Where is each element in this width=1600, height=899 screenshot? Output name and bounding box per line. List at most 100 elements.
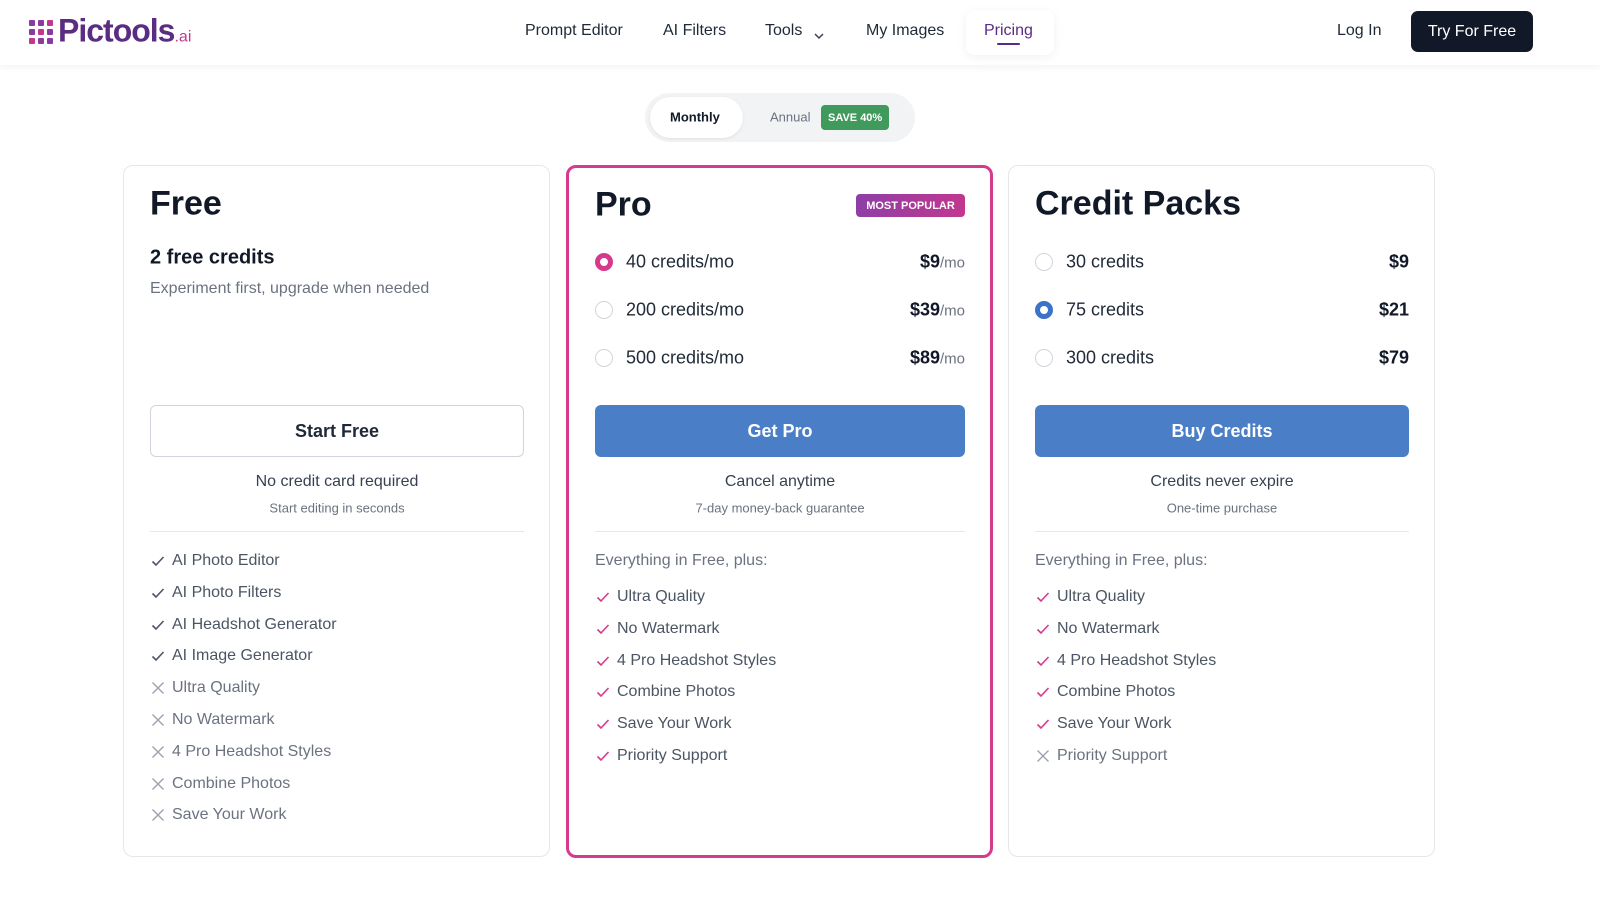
nav-link[interactable]: Pricing [984,22,1033,39]
feature: Combine Photos [1057,683,1176,701]
dropdown-chevron [814,27,824,45]
nav-link[interactable]: Tools [765,22,803,39]
plan-title: Credit Packs [1035,184,1241,223]
check-icon [1036,590,1050,604]
divider [1035,531,1409,532]
option-label: 40 credits/mo [626,251,735,272]
nav-underline [997,43,1020,45]
features-heading: Everything in Free, plus: [595,552,768,569]
option-label: 300 credits [1066,347,1155,368]
feature: No Watermark [1057,619,1160,637]
features-heading: Everything in Free, plus: [1035,552,1208,569]
price: $9 [1388,251,1409,272]
logo[interactable]: Pictools.ai [58,13,191,50]
option-price: $39/mo [910,300,965,321]
check-icon [1036,622,1050,636]
option-label: 200 credits/mo [626,299,745,320]
price-unit: /mo [939,254,965,272]
divider [150,531,524,532]
cta-button[interactable]: Try For Free [1411,11,1533,52]
feature: No Watermark [172,711,275,728]
option-price: $89/mo [910,348,965,369]
plan-subnote: Start editing in seconds [269,500,405,516]
check-icon [1036,685,1050,699]
cross-icon [151,777,165,791]
plan-card: Free 2 free credits Experiment first, upgr… [123,165,550,857]
check-icon [596,685,610,699]
cross-icon [151,681,165,695]
radio [595,349,613,367]
plan-subnote: 7-day money-back guarantee [695,500,865,516]
toggle-option-bg [650,97,743,138]
radio [1035,301,1053,319]
plan-button[interactable]: Get Pro [595,405,965,457]
plan-note: Credits never expire [1150,473,1294,490]
plan-description: Experiment first, upgrade when needed [150,280,430,297]
radio [1035,349,1053,367]
plan-option[interactable]: 200 credits/mo $39/mo [595,296,965,324]
feature: Ultra Quality [1057,588,1146,605]
cross-icon [151,808,165,822]
feature: Save Your Work [1057,715,1172,733]
plan-title: Pro [595,185,652,224]
toggle-option[interactable]: Monthly [670,109,720,125]
logo-icon [29,20,53,44]
check-icon [1036,654,1050,668]
toggle-option[interactable]: Annual [770,109,811,125]
price: $39 [909,299,940,320]
price-unit: /mo [939,350,965,368]
plan-option[interactable]: 500 credits/mo $89/mo [595,344,965,372]
check-icon [151,649,165,663]
price: $21 [1378,299,1409,320]
feature: Ultra Quality [617,588,706,605]
cross-icon [1036,749,1050,763]
cross-icon [151,713,165,727]
option-price: $21 [1379,300,1409,321]
check-icon [596,590,610,604]
plan-option[interactable]: 300 credits $79 [1035,344,1409,372]
nav-link[interactable]: Prompt Editor [525,22,623,39]
plan-card: Credit Packs 30 credits $9 75 credits $21 300… [1008,165,1435,857]
logo-text: Pictools [58,12,175,49]
plan-option[interactable]: 75 credits $21 [1035,296,1409,324]
feature: Save Your Work [172,806,287,824]
check-icon [596,622,610,636]
radio [595,253,613,271]
plan-subnote: One-time purchase [1166,500,1278,516]
nav-link[interactable]: AI Filters [663,22,727,39]
option-price: $9/mo [920,252,965,273]
plan-title: Free [150,184,222,223]
feature: AI Photo Editor [172,552,280,569]
feature: 4 Pro Headshot Styles [172,742,332,760]
plan-note: Cancel anytime [724,473,836,490]
feature: 4 Pro Headshot Styles [1057,651,1217,669]
feature: No Watermark [617,619,720,637]
option-price: $9 [1389,252,1409,273]
radio [595,301,613,319]
plan-option[interactable]: 40 credits/mo $9/mo [595,248,965,276]
login-link[interactable]: Log In [1337,22,1382,39]
check-icon [596,749,610,763]
check-icon [1036,717,1050,731]
feature: Priority Support [1057,747,1168,764]
popular-badge: MOST POPULAR [856,194,965,217]
price: $79 [1378,347,1409,368]
feature: AI Image Generator [172,647,313,665]
price: $89 [909,347,940,368]
check-icon [151,554,165,568]
feature: Combine Photos [172,774,291,792]
feature: Combine Photos [617,683,736,701]
plan-button[interactable]: Start Free [150,405,524,457]
cross-icon [151,745,165,759]
plan-subtitle: 2 free credits [150,246,275,269]
price-unit: /mo [939,302,965,320]
plan-button[interactable]: Buy Credits [1035,405,1409,457]
feature: 4 Pro Headshot Styles [617,651,777,669]
plan-option[interactable]: 30 credits $9 [1035,248,1409,276]
nav-link[interactable]: My Images [866,22,945,39]
feature: Ultra Quality [172,679,261,697]
logo-suffix: .ai [174,28,192,46]
feature: AI Headshot Generator [172,615,337,633]
check-icon [151,618,165,632]
